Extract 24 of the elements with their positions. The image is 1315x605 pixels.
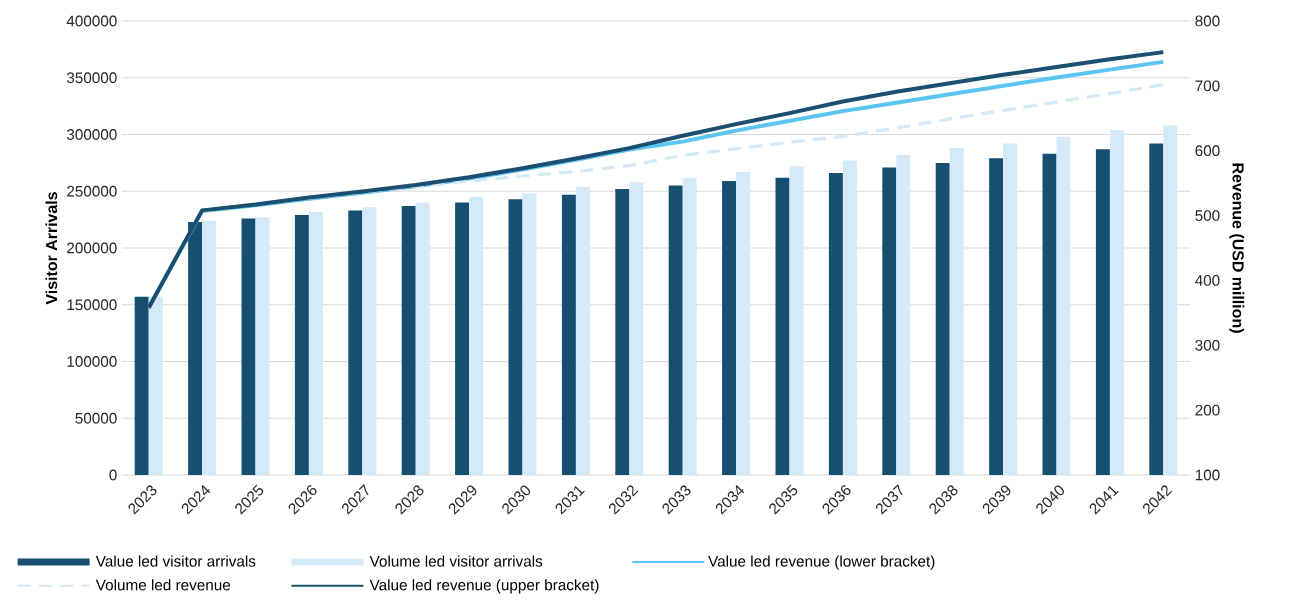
- y2-tick-label: 700: [1195, 80, 1220, 92]
- legend-label: Value led revenue (lower bracket): [708, 555, 935, 570]
- y2-tick-label: 800: [1195, 15, 1220, 27]
- legend-label: Volume led visitor arrivals: [369, 555, 543, 567]
- y-tick-label: 400000: [66, 15, 117, 27]
- y2-tick-label: 200: [1195, 404, 1220, 416]
- legend-label: Value led visitor arrivals: [95, 555, 256, 567]
- y2-tick-label: 300: [1195, 339, 1220, 351]
- legend-label: Volume led revenue: [95, 579, 231, 591]
- y-tick-label: 250000: [67, 185, 117, 197]
- y2-tick-label: 100: [1195, 469, 1220, 481]
- y2-axis-title: Revenue (USD million): [1229, 163, 1245, 333]
- y2-tick-label: 500: [1195, 210, 1220, 221]
- y-tick-label: 50000: [75, 412, 117, 424]
- y-tick-label: 200000: [67, 242, 117, 254]
- y-tick-label: 100000: [67, 356, 117, 367]
- legend-label: Value led revenue (upper bracket): [369, 579, 599, 594]
- y-tick-label: 350000: [66, 72, 117, 84]
- y2-tick-label: 600: [1195, 145, 1220, 157]
- y-axis-title: Visitor Arrivals: [45, 192, 58, 305]
- y-tick-label: 0: [109, 469, 117, 481]
- y2-tick-label: 400: [1195, 275, 1220, 286]
- y-tick-label: 150000: [67, 299, 117, 311]
- y-tick-label: 300000: [66, 129, 117, 140]
